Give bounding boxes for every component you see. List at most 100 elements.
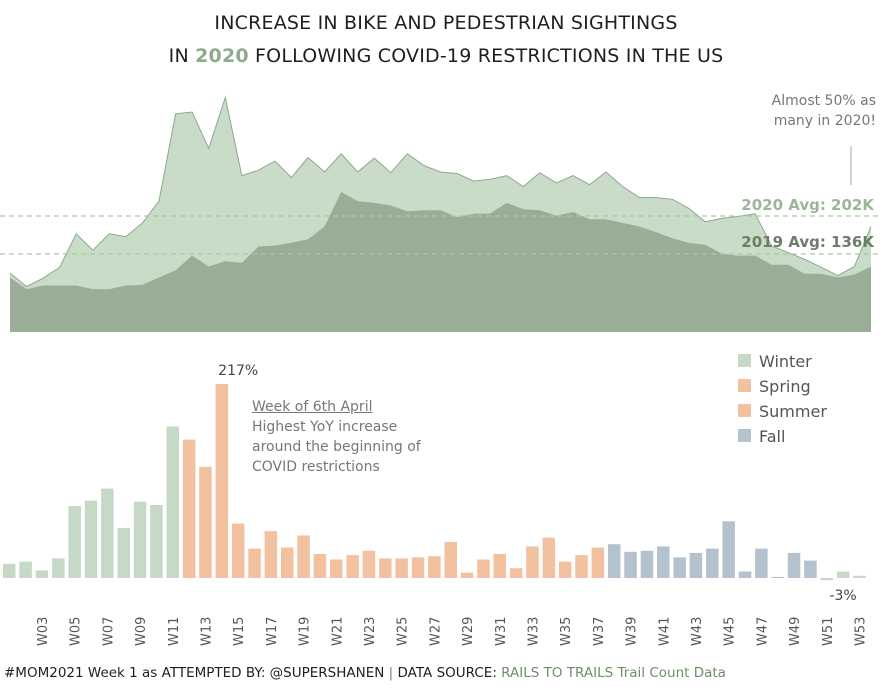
bar-w39 bbox=[624, 551, 637, 578]
callout-title: Week of 6th April bbox=[252, 399, 373, 415]
x-tick-w45: W45 bbox=[723, 617, 738, 646]
bar-w03 bbox=[35, 570, 49, 578]
x-tick-w15: W15 bbox=[232, 617, 247, 646]
avg-label-2019: 2019 Avg: 136K bbox=[741, 233, 875, 251]
footer: #MOM2021 Week 1 as ATTEMPTED BY: @SUPERS… bbox=[4, 665, 726, 681]
footer-separator: | bbox=[388, 665, 394, 681]
bar-w09 bbox=[133, 501, 147, 578]
x-tick-w41: W41 bbox=[657, 617, 672, 646]
legend-swatch-winter bbox=[738, 354, 751, 367]
bar-w15 bbox=[231, 523, 245, 578]
title-prefix: IN bbox=[168, 45, 196, 67]
bar-w42 bbox=[673, 557, 686, 578]
bar-w28 bbox=[444, 542, 457, 578]
legend-label-fall: Fall bbox=[759, 427, 785, 446]
bar-w36 bbox=[575, 555, 588, 578]
x-tick-w21: W21 bbox=[330, 617, 345, 646]
x-tick-w51: W51 bbox=[821, 617, 836, 646]
bar-w48 bbox=[771, 576, 784, 578]
footer-source-link[interactable]: RAILS TO TRAILS Trail Count Data bbox=[501, 665, 726, 681]
bar-w27 bbox=[428, 556, 441, 578]
line-2020 bbox=[9, 95, 872, 288]
bar-w45 bbox=[722, 521, 735, 578]
x-tick-w47: W47 bbox=[755, 617, 770, 646]
bar-w23 bbox=[362, 550, 376, 578]
bar-w46 bbox=[738, 571, 752, 578]
bar-w24 bbox=[379, 558, 392, 578]
bar-w04 bbox=[52, 558, 65, 578]
legend-swatch-spring bbox=[738, 379, 751, 392]
bar-w53 bbox=[853, 575, 866, 578]
bar-w21 bbox=[330, 559, 343, 578]
legend-swatch-fall bbox=[738, 429, 751, 442]
area-2019 bbox=[10, 192, 871, 332]
chart-title-line2: IN 2020 FOLLOWING COVID-19 RESTRICTIONS … bbox=[0, 45, 892, 67]
peak-label: 217% bbox=[218, 363, 258, 379]
x-tick-w13: W13 bbox=[200, 617, 215, 646]
bar-w10 bbox=[150, 505, 163, 578]
x-tick-w25: W25 bbox=[396, 617, 411, 646]
bar-w35 bbox=[558, 561, 572, 578]
bar-w18 bbox=[281, 547, 294, 578]
top-note-line1: Almost 50% as bbox=[771, 93, 876, 109]
bar-w13 bbox=[199, 466, 212, 578]
callout-week-of-april: Week of 6th April Highest YoY increase a… bbox=[252, 397, 421, 477]
bar-w50 bbox=[804, 560, 817, 578]
x-tick-w35: W35 bbox=[559, 617, 574, 646]
legend-label-summer: Summer bbox=[759, 402, 827, 421]
min-label: -3% bbox=[829, 588, 856, 604]
bar-w25 bbox=[395, 558, 408, 578]
x-tick-w05: W05 bbox=[69, 617, 84, 646]
bar-w30 bbox=[477, 559, 490, 578]
bar-w34 bbox=[542, 537, 556, 578]
x-tick-w19: W19 bbox=[298, 617, 313, 646]
x-tick-w53: W53 bbox=[854, 617, 869, 646]
x-tick-w31: W31 bbox=[494, 617, 509, 646]
bar-w47 bbox=[755, 548, 768, 578]
bar-w05 bbox=[68, 506, 81, 578]
x-tick-w49: W49 bbox=[788, 617, 803, 646]
bar-w41 bbox=[657, 546, 670, 578]
bar-w19 bbox=[297, 535, 310, 578]
bar-w29 bbox=[460, 572, 474, 578]
bar-w38 bbox=[608, 544, 621, 578]
bar-w02 bbox=[19, 561, 32, 578]
bar-w17 bbox=[264, 531, 278, 578]
callout-line1: Highest YoY increase bbox=[252, 419, 398, 435]
callout-line2: around the beginning of bbox=[252, 439, 421, 455]
bar-w16 bbox=[248, 548, 261, 578]
top-note-line2: many in 2020! bbox=[773, 113, 876, 129]
avg-label-2020: 2020 Avg: 202K bbox=[741, 196, 875, 214]
bar-w52 bbox=[836, 571, 850, 578]
legend-swatch-summer bbox=[738, 404, 751, 417]
x-tick-w39: W39 bbox=[625, 617, 640, 646]
bar-w33 bbox=[526, 546, 539, 578]
x-tick-w33: W33 bbox=[527, 617, 542, 646]
bar-w32 bbox=[509, 568, 523, 578]
legend-label-winter: Winter bbox=[759, 352, 812, 371]
x-tick-w07: W07 bbox=[101, 617, 116, 646]
x-tick-w23: W23 bbox=[363, 617, 378, 646]
bar-w40 bbox=[640, 550, 654, 578]
x-tick-w11: W11 bbox=[167, 617, 182, 646]
x-tick-w29: W29 bbox=[461, 617, 476, 646]
legend-label-spring: Spring bbox=[759, 377, 811, 396]
x-tick-w43: W43 bbox=[690, 617, 705, 646]
bar-w49 bbox=[787, 552, 801, 578]
bar-w07 bbox=[101, 488, 114, 578]
x-tick-w03: W03 bbox=[36, 617, 51, 646]
bar-w12 bbox=[182, 439, 196, 578]
x-tick-w17: W17 bbox=[265, 617, 280, 646]
x-tick-w27: W27 bbox=[428, 617, 443, 646]
bar-w01 bbox=[3, 563, 16, 578]
x-tick-w09: W09 bbox=[134, 617, 149, 646]
bar-w44 bbox=[706, 548, 719, 578]
bar-w43 bbox=[689, 552, 703, 578]
x-tick-w37: W37 bbox=[592, 617, 607, 646]
chart-title-line1: INCREASE IN BIKE AND PEDESTRIAN SIGHTING… bbox=[214, 12, 678, 34]
bar-w51 bbox=[820, 578, 833, 581]
bar-w14 bbox=[215, 384, 229, 578]
footer-source-label: DATA SOURCE: bbox=[393, 665, 502, 681]
title-suffix: FOLLOWING COVID-19 RESTRICTIONS IN THE U… bbox=[248, 45, 724, 67]
